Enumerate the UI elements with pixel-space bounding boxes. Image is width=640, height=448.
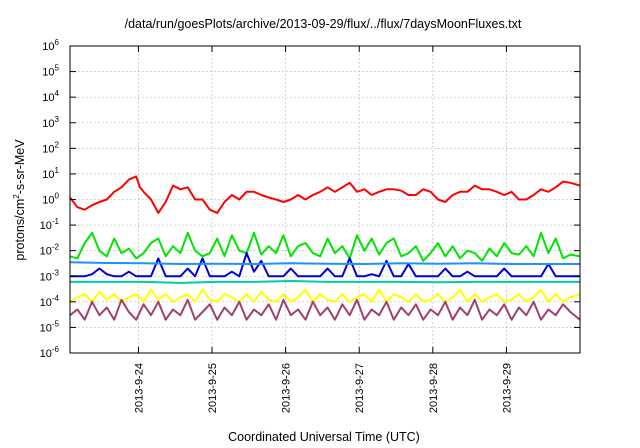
y-tick-label-base: 10 xyxy=(40,246,52,258)
series-line-4 xyxy=(69,261,580,265)
y-tick-label-exponent: -5 xyxy=(52,319,60,328)
y-tick-label: 106 xyxy=(42,38,59,53)
y-tick-label: 10-6 xyxy=(40,345,60,360)
y-tick-label-base: 10 xyxy=(42,92,54,104)
y-tick-label-exponent: 4 xyxy=(55,89,60,98)
y-tick-label-exponent: 1 xyxy=(55,166,60,175)
x-axis: 2013-9-24 2013-9-25 2013-9-26 2013-9-27 2013… xyxy=(133,46,513,413)
y-tick-label-exponent: 0 xyxy=(55,192,60,201)
x-tick-label: 2013-9-24 xyxy=(133,363,145,413)
series-line-2 xyxy=(69,231,581,262)
x-tick-label: 2013-9-25 xyxy=(207,363,219,413)
y-tick-label: 10-4 xyxy=(40,294,60,309)
series-line-3 xyxy=(70,252,580,278)
y-tick-label-exponent: -4 xyxy=(52,294,60,303)
y-tick-label-base: 10 xyxy=(42,118,54,130)
y-tick-label-base: 10 xyxy=(40,348,52,360)
y-tick-label-exponent: -2 xyxy=(52,243,60,252)
y-tick-label-base: 10 xyxy=(42,143,54,155)
series-line-1 xyxy=(69,175,581,214)
series-line-7 xyxy=(69,298,581,321)
x-tick-label: 2013-9-28 xyxy=(428,363,440,413)
y-tick-label: 10-1 xyxy=(40,217,60,232)
y-tick-label-base: 10 xyxy=(42,67,54,79)
y-tick-label: 101 xyxy=(42,166,59,181)
y-tick-label: 10-2 xyxy=(40,243,60,258)
y-tick-label-exponent: 6 xyxy=(55,38,60,47)
x-tick-label: 2013-9-26 xyxy=(281,363,293,413)
y-tick-label-exponent: 2 xyxy=(55,140,60,149)
y-axis-title-rest: -s-sr-MeV xyxy=(13,139,27,195)
y-tick-label: 10-5 xyxy=(40,319,60,334)
chart-title: /data/run/goesPlots/archive/2013-09-29/f… xyxy=(125,17,522,31)
y-tick-label-exponent: -3 xyxy=(52,268,60,277)
y-tick-label-base: 10 xyxy=(42,195,54,207)
y-axis-title-base: protons/cm xyxy=(13,199,27,261)
y-tick-label-base: 10 xyxy=(40,220,52,232)
y-tick-label-base: 10 xyxy=(40,322,52,334)
y-tick-label: 105 xyxy=(42,64,59,79)
y-tick-label-exponent: -6 xyxy=(52,345,60,354)
y-tick-label: 104 xyxy=(42,89,59,104)
y-tick-label-base: 10 xyxy=(40,297,52,309)
y-tick-label: 10-3 xyxy=(40,268,60,283)
x-axis-title: Coordinated Universal Time (UTC) xyxy=(228,430,420,444)
y-tick-label-exponent: -1 xyxy=(52,217,60,226)
data-series xyxy=(69,175,581,321)
y-tick-label-base: 10 xyxy=(40,271,52,283)
y-tick-label: 102 xyxy=(42,140,59,155)
y-tick-label-exponent: 3 xyxy=(55,115,60,124)
y-axis-title-sup: 2 xyxy=(12,194,21,199)
series-line-6 xyxy=(69,288,581,303)
x-tick-label: 2013-9-29 xyxy=(501,363,513,413)
y-tick-label-base: 10 xyxy=(42,169,54,181)
y-tick-label-base: 10 xyxy=(42,41,54,53)
grid xyxy=(70,46,580,353)
y-axis-title: protons/cm2-s-sr-MeV xyxy=(12,139,27,261)
y-tick-label: 100 xyxy=(42,192,59,207)
series-line-5 xyxy=(70,280,580,284)
x-tick-label: 2013-9-27 xyxy=(354,363,366,413)
y-axis: 10-610-510-410-310-210-11001011021031041… xyxy=(40,38,580,360)
y-tick-label: 103 xyxy=(42,115,59,130)
y-tick-label-exponent: 5 xyxy=(55,64,60,73)
